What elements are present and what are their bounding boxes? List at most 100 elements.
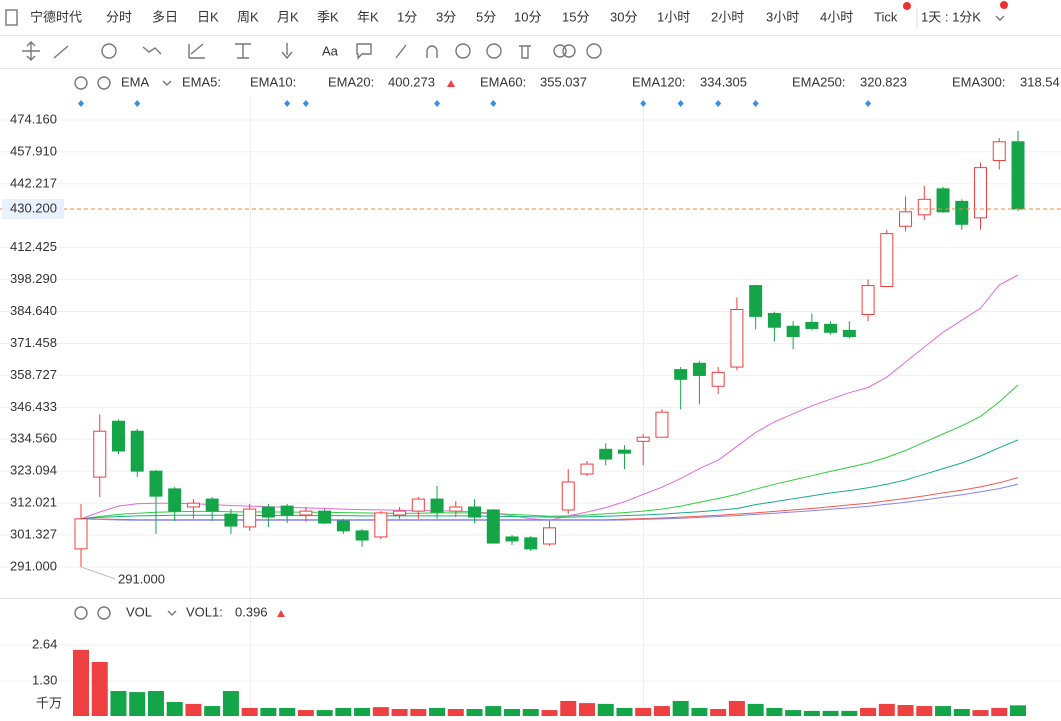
period-tab[interactable]: 分时 <box>106 9 132 24</box>
candle-body <box>449 506 463 512</box>
candle-body <box>168 488 182 512</box>
event-marker[interactable] <box>302 100 309 107</box>
period-tab[interactable]: 多日 <box>152 9 178 24</box>
indicator-close[interactable] <box>97 606 111 620</box>
volume-bar <box>110 691 127 716</box>
pen-tool[interactable] <box>395 44 407 59</box>
period-tab[interactable]: 2小时 <box>711 9 744 24</box>
magnet-tool[interactable] <box>426 45 438 58</box>
volume-bar <box>935 706 952 716</box>
fib-tool[interactable] <box>188 43 205 59</box>
candle-body <box>468 506 482 518</box>
price-tool[interactable] <box>235 43 251 59</box>
volume-bar <box>766 707 783 716</box>
event-marker[interactable] <box>640 100 647 107</box>
candle-body <box>692 362 706 376</box>
legend-name[interactable]: VOL1: <box>186 604 223 619</box>
event-marker[interactable] <box>134 100 141 107</box>
volume-bar <box>578 703 595 716</box>
compare-tool[interactable] <box>553 44 567 58</box>
drawing-tools <box>22 41 602 61</box>
volume-bar <box>541 710 558 716</box>
event-marker[interactable] <box>715 100 722 107</box>
period-tab[interactable]: 日K <box>197 9 219 24</box>
legend-arrow <box>277 610 285 617</box>
volume-bar <box>691 707 708 716</box>
period-tab[interactable]: 3分 <box>436 9 456 24</box>
panel-icon[interactable] <box>5 9 18 26</box>
wave-tool[interactable] <box>142 46 162 55</box>
candle-body <box>524 537 538 550</box>
line-tool[interactable] <box>53 45 69 59</box>
candle-body <box>767 313 781 328</box>
period-tab[interactable]: 30分 <box>610 9 637 24</box>
y-tick-label: 334.560 <box>10 431 57 446</box>
lock-tool[interactable] <box>455 43 471 59</box>
circle-tool[interactable] <box>101 43 117 59</box>
candle-body <box>205 498 219 512</box>
event-marker[interactable] <box>677 100 684 107</box>
stock-name[interactable]: 宁德时代 <box>30 9 82 24</box>
candle-body <box>261 506 275 518</box>
period-tab[interactable]: 周K <box>237 9 259 24</box>
period-tab[interactable]: 3小时 <box>766 9 799 24</box>
period-tab[interactable]: 月K <box>277 9 299 24</box>
period-tab[interactable]: 1分 <box>397 9 417 24</box>
move-tool[interactable] <box>22 41 40 61</box>
volume-bar <box>522 709 539 716</box>
candle-body <box>393 510 407 516</box>
indicator-close[interactable] <box>97 76 111 90</box>
candle-body <box>561 481 575 511</box>
volume-bar <box>279 707 296 716</box>
note-tool[interactable] <box>356 43 372 60</box>
text-tool[interactable]: Aa <box>322 43 339 58</box>
period-tab[interactable]: 15分 <box>562 9 589 24</box>
period-tab[interactable]: 1小时 <box>657 9 690 24</box>
volume-bar <box>728 700 745 716</box>
indicator-settings[interactable] <box>74 76 88 90</box>
period-tab[interactable]: 4小时 <box>820 9 853 24</box>
indicator-caret[interactable] <box>162 80 172 86</box>
y-tick-label: 457.910 <box>10 143 57 158</box>
candle-body <box>599 448 613 460</box>
legend-name[interactable]: EMA20: <box>328 74 374 89</box>
legend-name[interactable]: EMA250: <box>792 74 845 89</box>
period-tab[interactable]: Tick <box>874 9 898 24</box>
arrow-tool[interactable] <box>281 43 293 60</box>
delete-tool[interactable] <box>519 45 531 59</box>
event-marker[interactable] <box>490 100 497 107</box>
period-tab[interactable]: 5分 <box>476 9 496 24</box>
candle-body <box>617 449 631 454</box>
candle-body <box>786 325 800 337</box>
interval-select[interactable]: 1天 : 1分K <box>921 9 981 24</box>
legend-name[interactable]: EMA60: <box>480 74 526 89</box>
dropdown-caret[interactable] <box>995 15 1005 21</box>
period-tab[interactable]: 季K <box>317 9 339 24</box>
period-tab[interactable]: 年K <box>357 9 379 24</box>
hide-tool[interactable] <box>486 43 502 59</box>
volume-bar <box>316 710 333 716</box>
legend-value: 320.823 <box>860 74 907 89</box>
event-marker[interactable] <box>284 100 291 107</box>
legend-name[interactable]: EMA300: <box>952 74 1005 89</box>
compare-tool[interactable] <box>562 44 576 58</box>
candle-body <box>824 323 838 333</box>
indicator-caret[interactable] <box>167 610 177 616</box>
volume-bar <box>991 707 1008 716</box>
volume-bar <box>653 706 670 716</box>
event-marker[interactable] <box>752 100 759 107</box>
settings-tool[interactable] <box>586 43 602 59</box>
event-marker[interactable] <box>434 100 441 107</box>
event-marker[interactable] <box>865 100 872 107</box>
candle-body <box>955 200 969 225</box>
event-marker[interactable] <box>78 100 84 107</box>
volume-bar <box>841 710 858 716</box>
ema-line <box>80 439 1019 520</box>
indicator-settings[interactable] <box>74 606 88 620</box>
volume-bar <box>73 649 89 716</box>
legend-name[interactable]: EMA120: <box>632 74 685 89</box>
candle-body <box>655 411 669 438</box>
period-tab[interactable]: 10分 <box>514 9 541 24</box>
volume-bar <box>260 707 277 716</box>
current-price-label: 430.200 <box>10 200 57 215</box>
